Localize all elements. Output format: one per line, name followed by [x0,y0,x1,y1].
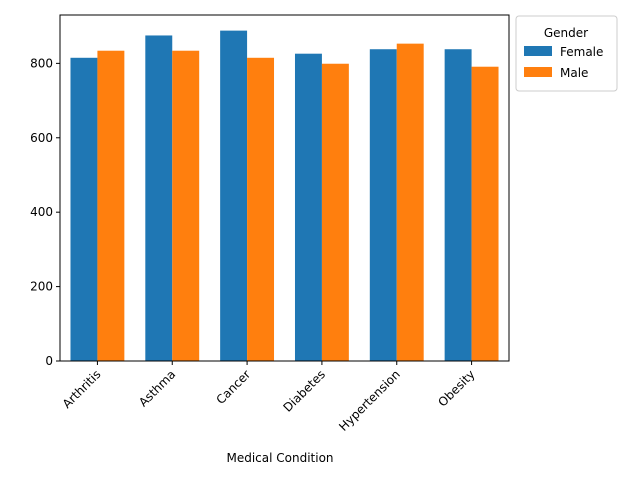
legend-label-male: Male [560,66,588,80]
legend-swatch-female [524,46,552,56]
bar-female-cancer [220,30,248,362]
bar-female-arthritis [70,57,98,362]
x-tick-label: Arthritis [60,367,104,411]
x-tick-label: Diabetes [280,367,328,415]
x-tick-label: Obesity [435,367,477,409]
bar-male-cancer [247,57,275,362]
y-tick-label: 800 [30,56,53,70]
y-tick-label: 400 [30,205,53,219]
x-tick-label: Cancer [213,367,253,407]
x-axis: Arthritis Asthma Cancer Diabetes Hypertensio… [60,361,478,434]
bar-female-hypertension [369,49,397,361]
x-tick-label: Hypertension [336,367,403,434]
legend-swatch-male [524,67,552,77]
y-tick-label: 0 [45,354,53,368]
y-tick-label: 600 [30,131,53,145]
y-axis: 0 200 400 600 800 [30,56,60,368]
bar-female-asthma [145,35,173,361]
bars [70,30,499,362]
legend-items: Female Male [524,45,603,80]
legend: Gender Female Male [515,15,618,92]
bar-male-hypertension [396,43,424,362]
bar-male-arthritis [97,50,125,362]
bar-male-asthma [172,50,200,362]
bar-male-obesity [471,66,499,361]
legend-title: Gender [544,26,588,40]
bar-female-obesity [444,49,472,361]
x-axis-label: Medical Condition [226,451,333,465]
legend-label-female: Female [560,45,603,59]
y-tick-label: 200 [30,280,53,294]
bar-female-diabetes [294,53,322,361]
x-tick-label: Asthma [136,367,178,409]
bar-male-diabetes [321,63,349,361]
plot-frame [59,14,510,362]
